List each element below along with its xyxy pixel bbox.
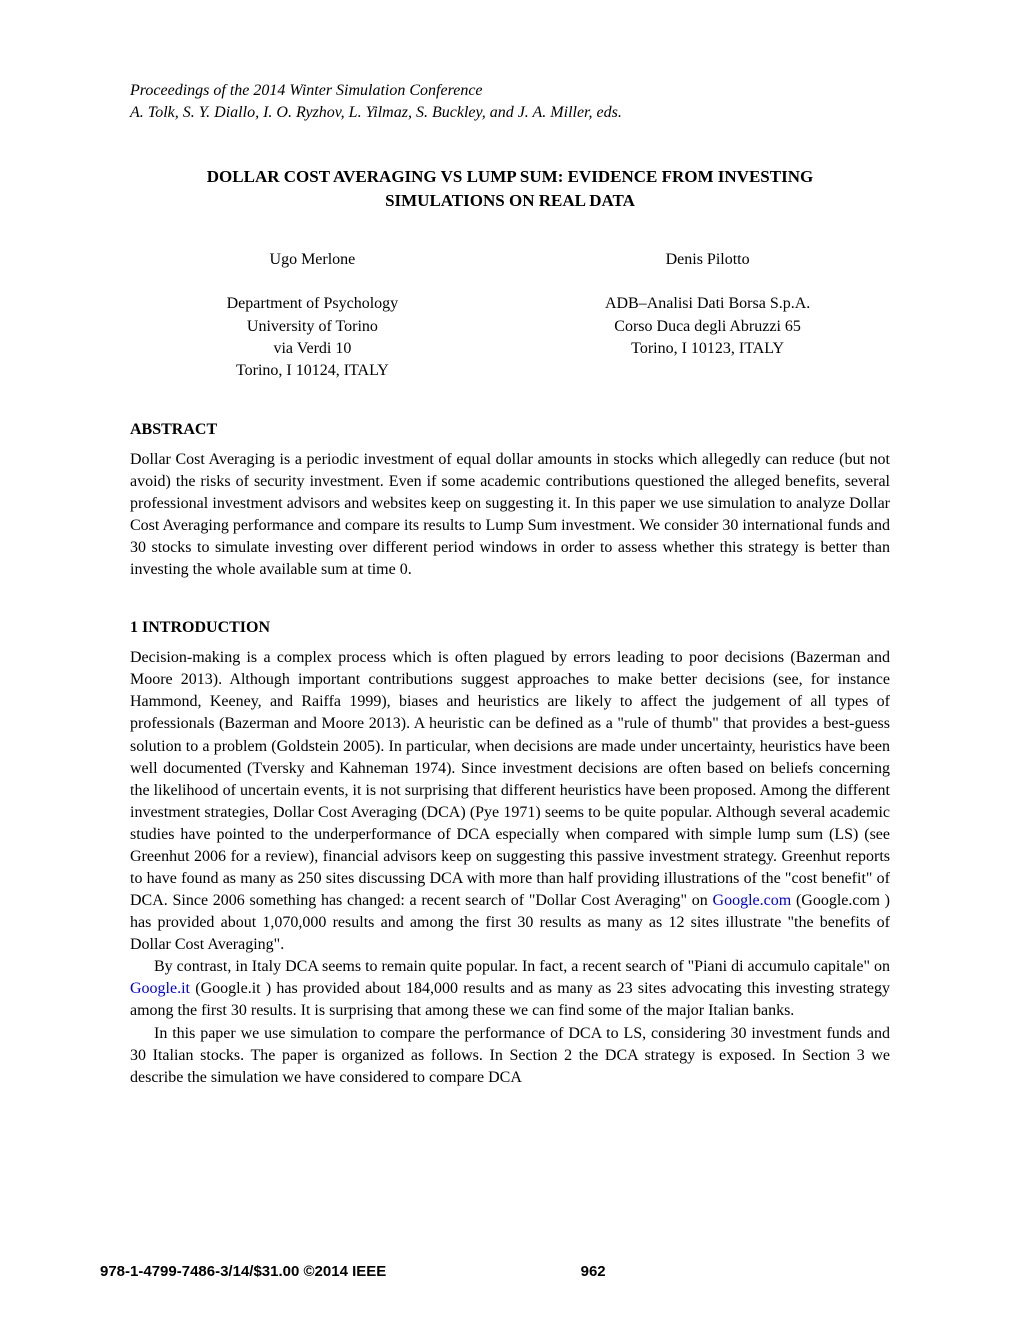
paper-title: DOLLAR COST AVERAGING VS LUMP SUM: EVIDE… [130, 165, 890, 213]
proceedings-line1: Proceedings of the 2014 Winter Simulatio… [130, 80, 890, 102]
abstract-body: Dollar Cost Averaging is a periodic inve… [130, 449, 890, 581]
proceedings-line2: A. Tolk, S. Y. Diallo, I. O. Ryzhov, L. … [130, 102, 890, 124]
intro-text: In this paper we use simulation to compa… [130, 1025, 890, 1086]
intro-heading: 1 INTRODUCTION [130, 619, 890, 637]
intro-paragraph-3: In this paper we use simulation to compa… [130, 1023, 890, 1089]
google-com-link[interactable]: Google.com [713, 892, 792, 909]
author-affil-line: Corso Duca degli Abruzzi 65 [525, 316, 890, 338]
author-col-1: Ugo Merlone Department of Psychology Uni… [130, 249, 495, 383]
author-name: Ugo Merlone [130, 249, 495, 271]
author-col-2: Denis Pilotto ADB–Analisi Dati Borsa S.p… [525, 249, 890, 383]
footer-page-number: 962 [386, 1263, 920, 1280]
proceedings-header: Proceedings of the 2014 Winter Simulatio… [130, 80, 890, 123]
title-line1: DOLLAR COST AVERAGING VS LUMP SUM: EVIDE… [130, 165, 890, 189]
page-footer: 978-1-4799-7486-3/14/$31.00 ©2014 IEEE 9… [100, 1263, 920, 1280]
author-affil-line: Department of Psychology [130, 293, 495, 315]
abstract-heading: ABSTRACT [130, 421, 890, 439]
author-affil-line: via Verdi 10 [130, 338, 495, 360]
author-affil-line: ADB–Analisi Dati Borsa S.p.A. [525, 293, 890, 315]
author-affil-line: Torino, I 10123, ITALY [525, 338, 890, 360]
intro-body: Decision-making is a complex process whi… [130, 647, 890, 1089]
intro-paragraph-2: By contrast, in Italy DCA seems to remai… [130, 956, 890, 1022]
title-line2: SIMULATIONS ON REAL DATA [130, 189, 890, 213]
intro-text: By contrast, in Italy DCA seems to remai… [154, 958, 890, 975]
author-name: Denis Pilotto [525, 249, 890, 271]
google-it-link[interactable]: Google.it [130, 980, 190, 997]
author-affil-line: University of Torino [130, 316, 495, 338]
paper-page: Proceedings of the 2014 Winter Simulatio… [0, 0, 1020, 1320]
intro-text: (Google.it ) has provided about 184,000 … [130, 980, 890, 1019]
intro-paragraph-1: Decision-making is a complex process whi… [130, 647, 890, 956]
author-affil-line: Torino, I 10124, ITALY [130, 360, 495, 382]
intro-text: Decision-making is a complex process whi… [130, 649, 890, 909]
authors-block: Ugo Merlone Department of Psychology Uni… [130, 249, 890, 383]
footer-isbn: 978-1-4799-7486-3/14/$31.00 ©2014 IEEE [100, 1263, 386, 1280]
